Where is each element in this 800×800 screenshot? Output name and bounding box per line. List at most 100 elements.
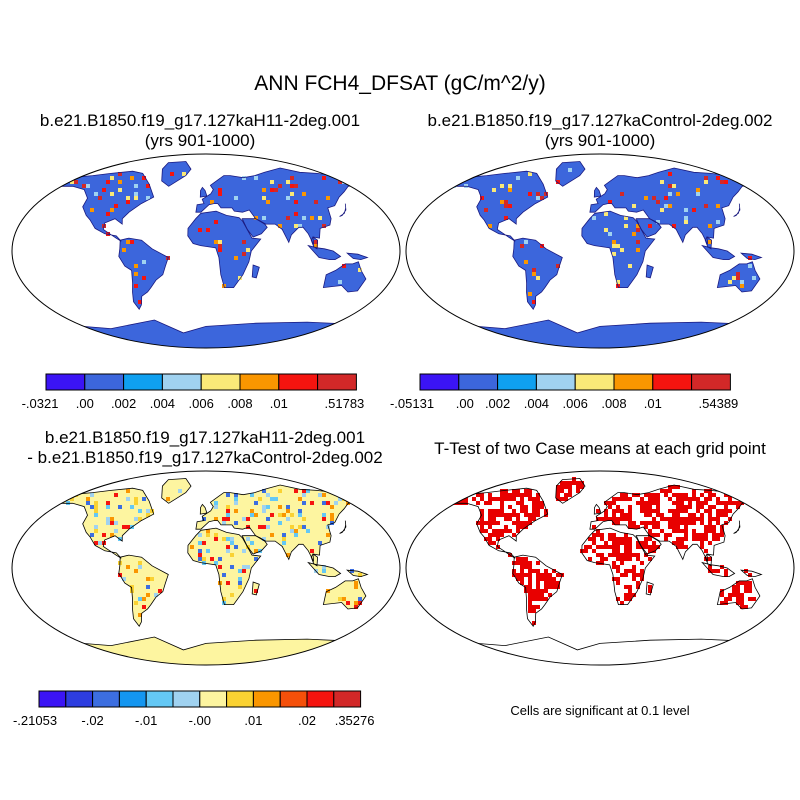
colorbar-box <box>172 690 201 708</box>
map-ttest <box>405 470 795 666</box>
coastline-australia <box>716 578 761 610</box>
coastline-africa <box>581 527 656 606</box>
grid-cells <box>70 172 362 304</box>
map-case1 <box>11 153 401 349</box>
colorbar-diff: -.21053 -.02 -.01 -.00 .01 .02 .35276 <box>13 690 375 728</box>
coastline-south-america <box>118 554 169 627</box>
colorbar-box <box>92 690 120 708</box>
colorbar-label: -.02 <box>81 713 103 728</box>
coastline-arabia <box>241 218 268 238</box>
landmass-south-america <box>118 238 169 310</box>
colorbar-box <box>145 690 174 708</box>
coastline-antarctica <box>450 319 751 348</box>
colorbar-box <box>691 373 731 391</box>
coastline-north-america <box>452 487 549 559</box>
coastline-uk <box>593 503 602 515</box>
landmass-madagascar <box>646 265 654 278</box>
landmass-eurasia <box>589 168 756 245</box>
coastline-north-america <box>58 487 155 559</box>
coastline-madagascar <box>251 581 260 596</box>
colorbar-box <box>458 373 499 391</box>
main-title: ANN FCH4_DFSAT (gC/m^2/y) <box>254 72 546 95</box>
map-frame <box>11 153 401 349</box>
landmass-madagascar <box>252 265 260 278</box>
diff-title-line2: - b.e21.B1850.f19_g17.127kaControl-2deg.… <box>27 448 383 467</box>
landmass-uk <box>200 187 207 198</box>
coastline-indonesia <box>307 244 342 260</box>
map-frame <box>405 153 795 349</box>
coastline-greenland <box>555 161 586 187</box>
landmass-south-america <box>118 555 169 627</box>
coastline-africa <box>187 527 262 606</box>
map-diff <box>11 470 401 666</box>
colorbar-label: .00 <box>76 396 94 411</box>
landmass-india-se <box>311 554 318 566</box>
coastline-south-america <box>512 554 563 627</box>
coastline-north-america <box>58 170 155 242</box>
ocean <box>406 154 794 348</box>
colorbar-box <box>252 690 281 708</box>
colorbar-box <box>419 373 460 391</box>
colorbar-label: .002 <box>485 396 510 411</box>
landmass-indonesia <box>702 245 735 260</box>
colorbar-label: .35276 <box>335 713 375 728</box>
colorbar-label: -.0321 <box>22 396 59 411</box>
colorbar-box <box>84 373 125 391</box>
coastline-arabia <box>241 535 268 555</box>
ocean <box>406 471 794 665</box>
landmass-uk <box>200 504 207 515</box>
map-case2 <box>405 153 795 349</box>
coastline-japan <box>733 203 741 217</box>
colorbar-label: .004 <box>150 396 175 411</box>
coastline-eurasia <box>589 484 757 562</box>
colorbar-box <box>199 690 228 708</box>
map-frame <box>11 470 401 666</box>
colorbar-box <box>278 373 319 391</box>
coastline-newguinea <box>345 569 369 578</box>
coastline-africa <box>187 210 262 289</box>
colorbar-label: .01 <box>244 713 262 728</box>
colorbar-box <box>45 373 86 391</box>
case1-title-line2: (yrs 901-1000) <box>144 131 256 150</box>
diff-title: b.e21.B1850.f19_g17.127kaH11-2deg.001 - … <box>10 428 400 468</box>
grid-cells <box>452 477 756 625</box>
coastline-north-america <box>452 170 549 242</box>
colorbar-box <box>306 690 335 708</box>
coastline-south-america <box>118 237 169 310</box>
landmass-arabia <box>242 218 268 237</box>
coastline-africa <box>581 210 656 289</box>
landmass-greenland <box>161 161 191 187</box>
landmass-greenland <box>555 161 585 187</box>
landmass-north-america <box>59 171 154 242</box>
coastline-arabia <box>635 218 662 238</box>
coastline-australia <box>322 578 367 610</box>
coastline-newguinea <box>739 252 763 261</box>
coastline-indonesia <box>701 561 736 577</box>
colorbar-label: .01 <box>270 396 288 411</box>
colorbar-box <box>38 690 67 708</box>
colorbar-label: .006 <box>563 396 588 411</box>
coastline-newguinea <box>345 252 369 261</box>
colorbar-label: -.21053 <box>13 713 57 728</box>
map-frame <box>405 470 795 666</box>
ttest-title: T-Test of two Case means at each grid po… <box>410 439 790 459</box>
colorbar-label: .51783 <box>325 396 365 411</box>
landmass-south-america <box>512 238 563 310</box>
colorbar-label: .01 <box>644 396 662 411</box>
colorbar-label: .004 <box>524 396 549 411</box>
colorbar-box <box>200 373 241 391</box>
coastline-south-america <box>512 237 563 310</box>
coastline-antarctica <box>56 636 357 665</box>
diff-title-line1: b.e21.B1850.f19_g17.127kaH11-2deg.001 <box>44 428 366 447</box>
case1-title: b.e21.B1850.f19_g17.127kaH11-2deg.001 (y… <box>20 111 380 151</box>
colorbar-box <box>65 690 94 708</box>
colorbar-box <box>652 373 693 391</box>
colorbar-case2: -.05131 .00 .002 .004 .006 .008 .01 .54389 <box>390 373 738 411</box>
colorbar-case1: -.0321 .00 .002 .004 .006 .008 .01 .51783 <box>22 373 365 411</box>
coastline-uk <box>199 186 208 198</box>
ocean <box>12 154 400 348</box>
landmass-africa <box>187 528 261 605</box>
coastline-madagascar <box>251 264 260 279</box>
colorbar-box <box>613 373 654 391</box>
colorbar-label: .00 <box>456 396 474 411</box>
